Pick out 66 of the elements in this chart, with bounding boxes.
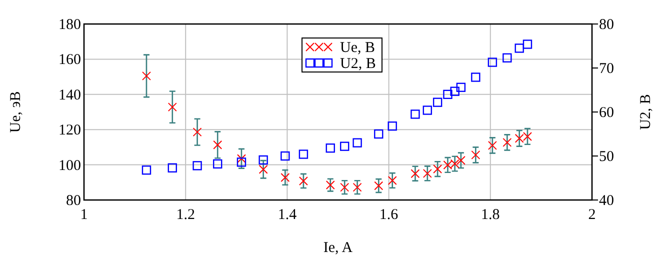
y-axis-title: Ue, эВ (8, 91, 24, 133)
point (374, 129, 384, 139)
y2-tick-label: 70 (599, 61, 614, 77)
point (456, 82, 466, 92)
point (298, 150, 308, 159)
point (514, 44, 524, 53)
point (340, 182, 350, 192)
legend-label: U2, B (340, 56, 376, 72)
y2-tick-label: 40 (599, 193, 614, 209)
point (502, 138, 512, 147)
point (422, 106, 432, 115)
y-tick-label: 80 (66, 193, 81, 209)
point (213, 159, 222, 169)
x-tick-label: 1.8 (481, 207, 500, 223)
point (168, 163, 177, 172)
point (213, 140, 222, 150)
point (352, 182, 362, 192)
point (340, 142, 350, 151)
point (326, 143, 335, 153)
point (456, 156, 466, 165)
x-axis-title: Ie, A (323, 240, 353, 256)
legend-label: Ue, B (340, 40, 375, 56)
point (192, 128, 202, 137)
y2-axis-title: U2, B (638, 94, 654, 130)
y-tick-label: 140 (58, 87, 81, 104)
point (422, 168, 432, 178)
point (522, 40, 532, 49)
point (471, 72, 480, 82)
point (432, 98, 442, 107)
point (258, 155, 268, 165)
y-tick-label: 120 (58, 122, 81, 139)
point (374, 181, 384, 190)
point (236, 154, 246, 164)
y2-tick-label: 80 (599, 17, 614, 33)
x-tick-label: 1 (80, 207, 88, 223)
point (443, 90, 452, 99)
point (142, 165, 152, 175)
y2-tick-label: 50 (599, 149, 614, 165)
point (488, 58, 498, 67)
point (410, 169, 420, 178)
x-tick-label: 2 (588, 207, 596, 223)
y-tick-label: 100 (58, 158, 81, 174)
point (410, 110, 420, 119)
point (280, 151, 290, 161)
point (168, 102, 177, 112)
x-tick-label: 1.6 (379, 207, 399, 223)
point (192, 161, 202, 170)
x-tick-label: 1.2 (176, 207, 195, 223)
point (488, 140, 497, 150)
point (298, 176, 308, 186)
point (142, 71, 151, 80)
point (236, 158, 246, 167)
point (326, 180, 335, 190)
point (471, 150, 480, 160)
point (433, 164, 442, 174)
y-tick-label: 180 (58, 17, 81, 33)
point (280, 172, 290, 182)
point (450, 86, 460, 96)
point (388, 176, 397, 185)
point (502, 53, 512, 62)
point (258, 164, 268, 174)
x-tick-label: 1.4 (278, 207, 298, 223)
y2-tick-label: 60 (599, 105, 614, 121)
y-tick-label: 160 (58, 52, 81, 68)
point (388, 121, 397, 131)
point (352, 138, 362, 148)
